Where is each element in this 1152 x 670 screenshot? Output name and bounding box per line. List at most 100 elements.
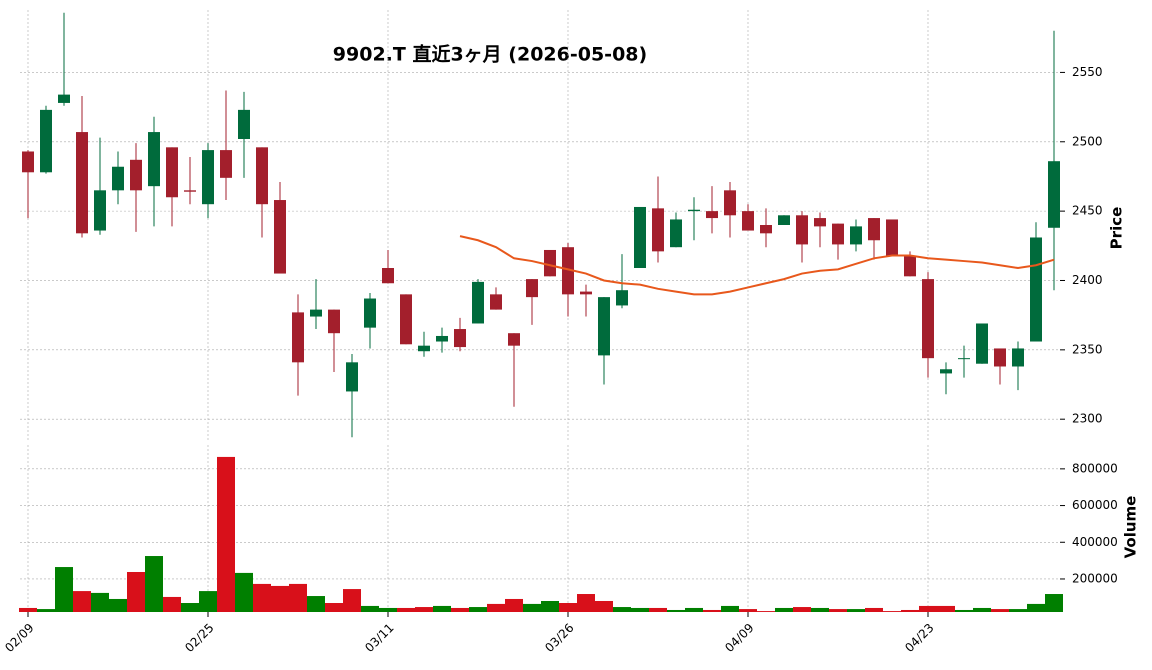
- volume-bar: [739, 609, 757, 612]
- y2-tick-label: 800000: [1072, 461, 1118, 475]
- candle-body: [616, 290, 628, 306]
- candle-body: [670, 219, 682, 248]
- candle-body: [958, 358, 970, 360]
- volume-bar: [613, 607, 631, 612]
- volume-bar: [361, 605, 379, 612]
- candle-body: [490, 294, 502, 310]
- y-tick-label: 2350: [1072, 342, 1103, 356]
- volume-bar: [631, 607, 649, 612]
- volume-bar: [343, 589, 361, 612]
- y-tick-label: 2300: [1072, 412, 1103, 426]
- candle-body: [850, 226, 862, 245]
- volume-bar: [757, 611, 775, 612]
- volume-bar: [559, 603, 577, 612]
- y-tick-label: 2450: [1072, 204, 1103, 218]
- candle-body: [166, 147, 178, 198]
- candle-body: [652, 208, 664, 252]
- candle-body: [220, 150, 232, 178]
- volume-bar: [37, 609, 55, 612]
- x-tick-label: 02/25: [182, 621, 216, 655]
- volume-bar: [91, 592, 109, 612]
- candle-body: [688, 209, 700, 212]
- volume-bar: [991, 609, 1009, 612]
- candle-body: [994, 348, 1006, 367]
- candle-body: [112, 166, 124, 191]
- candle-body: [814, 218, 826, 227]
- volume-bar: [577, 594, 595, 612]
- candle-body: [148, 132, 160, 187]
- candle-body: [454, 329, 466, 348]
- volume-bar: [55, 567, 73, 612]
- candle-body: [940, 369, 952, 374]
- candle-body: [436, 335, 448, 342]
- volume-bar: [1009, 609, 1027, 612]
- volume-bar: [883, 611, 901, 612]
- volume-bar: [775, 607, 793, 612]
- candle-body: [508, 333, 520, 346]
- volume-bar: [937, 605, 955, 612]
- volume-bar: [973, 607, 991, 612]
- y2-tick-label: 200000: [1072, 571, 1118, 585]
- volume-bar: [397, 607, 415, 612]
- volume-bar: [325, 603, 343, 612]
- x-tick-label: 02/09: [2, 621, 36, 655]
- candle-body: [382, 268, 394, 284]
- candle-body: [40, 109, 52, 173]
- volume-bar: [469, 607, 487, 612]
- volume-bar: [307, 596, 325, 612]
- y-tick-label: 2400: [1072, 273, 1103, 287]
- candle-body: [22, 151, 34, 173]
- candle-body: [526, 279, 538, 298]
- candle-body: [364, 298, 376, 328]
- candle-body: [796, 215, 808, 245]
- candle-body: [778, 215, 790, 225]
- candle-body: [94, 190, 106, 231]
- candle-body: [868, 218, 880, 241]
- candle-body: [598, 297, 610, 356]
- candle-body: [346, 362, 358, 392]
- candle-body: [886, 219, 898, 256]
- candle-body: [1048, 161, 1060, 228]
- candle-body: [130, 159, 142, 191]
- candle-body: [472, 281, 484, 324]
- volume-bar: [865, 607, 883, 612]
- candle-body: [292, 312, 304, 363]
- x-tick-label: 03/26: [542, 621, 576, 655]
- moving-average-line: [459, 235, 1055, 296]
- candle-body: [400, 294, 412, 345]
- candle-body: [742, 211, 754, 231]
- volume-bar: [235, 572, 253, 612]
- volume-bar: [253, 583, 271, 612]
- volume-bar: [181, 603, 199, 612]
- candle-body: [328, 309, 340, 334]
- y2-axis-label: Volume: [1122, 496, 1140, 559]
- volume-bar: [451, 607, 469, 612]
- y2-tick-label: 600000: [1072, 498, 1118, 512]
- volume-bar: [433, 605, 451, 612]
- candle-body: [238, 109, 250, 139]
- volume-bar: [667, 609, 685, 612]
- candle-body: [760, 225, 772, 234]
- candle-body: [922, 279, 934, 359]
- volume-bar: [523, 603, 541, 612]
- volume-bar: [703, 609, 721, 612]
- candle-body: [580, 291, 592, 295]
- x-tick-label: 04/23: [902, 621, 936, 655]
- volume-bar: [109, 598, 127, 612]
- candle-body: [832, 223, 844, 245]
- candle-body: [904, 255, 916, 277]
- candle-body: [184, 190, 196, 192]
- volume-bar: [487, 603, 505, 612]
- candle-body: [1030, 237, 1042, 342]
- candle-body: [202, 150, 214, 205]
- volume-bar: [811, 607, 829, 612]
- y-tick-label: 2550: [1072, 65, 1103, 79]
- candle-body: [310, 309, 322, 317]
- volume-bar: [199, 591, 217, 612]
- candle-body: [418, 345, 430, 352]
- y-axis-label: Price: [1108, 207, 1126, 250]
- volume-bar: [163, 596, 181, 612]
- volume-bar: [217, 456, 235, 612]
- volume-bar: [145, 556, 163, 612]
